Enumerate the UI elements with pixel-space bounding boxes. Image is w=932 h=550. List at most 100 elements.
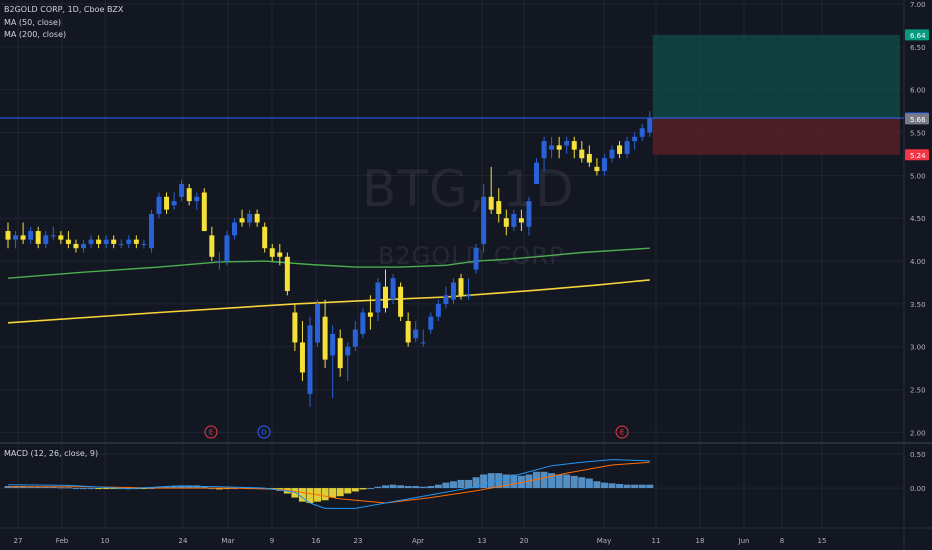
date-tick: 10 xyxy=(101,537,110,545)
macd-bar xyxy=(457,479,465,489)
date-tick: 13 xyxy=(478,537,487,545)
date-tick: Jun xyxy=(738,537,750,545)
macd-bar xyxy=(517,475,525,489)
date-tick: 27 xyxy=(14,537,23,545)
candle xyxy=(458,278,464,296)
candle xyxy=(186,188,192,202)
candle xyxy=(617,145,623,154)
candle xyxy=(50,235,56,237)
price-tick: 6.00 xyxy=(910,87,926,95)
macd-bar xyxy=(306,488,314,503)
macd-bar xyxy=(64,487,72,489)
candle xyxy=(488,196,494,210)
macd-bar xyxy=(638,484,646,489)
candle xyxy=(322,316,328,360)
macd-bar xyxy=(570,475,578,489)
candle xyxy=(232,222,237,236)
candle xyxy=(428,316,434,330)
price-badge-label: 5.66 xyxy=(910,116,926,124)
event-circle xyxy=(204,425,218,439)
event-label: E xyxy=(209,429,213,437)
candle xyxy=(247,213,253,223)
macd-bar xyxy=(487,473,495,489)
macd-bar xyxy=(397,485,405,489)
candle xyxy=(639,128,645,137)
macd-bar xyxy=(49,486,57,489)
candle xyxy=(481,196,487,244)
macd-bar xyxy=(147,488,155,490)
macd-bar xyxy=(140,488,148,490)
candle xyxy=(450,282,456,300)
candle xyxy=(65,239,71,244)
watermark-name: B2GOLD CORP xyxy=(378,242,565,270)
price-badge: 6.64 xyxy=(905,29,929,41)
time-axis: 27 Feb 10 24 Mar 9 16 23 Apr 13 20 May 11 18 Jun 8 15 xyxy=(14,537,827,545)
macd-bar xyxy=(472,477,480,489)
macd-bar xyxy=(578,477,586,489)
candle xyxy=(5,231,11,240)
candle xyxy=(571,141,577,150)
candle xyxy=(466,295,472,297)
candle xyxy=(413,329,419,339)
price-badge-label: 6.64 xyxy=(910,32,926,40)
legend-macd[interactable]: MACD (12, 26, close, 9) xyxy=(4,449,99,458)
candle xyxy=(58,235,64,240)
candle xyxy=(586,153,592,163)
legend-ma50[interactable]: MA (50, close) xyxy=(4,18,62,27)
candle xyxy=(133,239,139,244)
price-tick: 3.50 xyxy=(910,301,926,309)
macd-bar xyxy=(510,474,518,489)
candle xyxy=(269,248,275,257)
candle xyxy=(156,196,162,214)
macd-bar xyxy=(57,487,65,489)
macd-bar xyxy=(540,471,548,489)
macd-bar xyxy=(449,481,457,489)
macd-bar xyxy=(412,486,420,489)
macd-bar xyxy=(434,484,442,489)
macd-tick: 0.50 xyxy=(910,451,926,459)
candle xyxy=(111,239,117,244)
macd-bar xyxy=(600,482,608,489)
candle xyxy=(292,312,298,343)
macd-bar xyxy=(178,485,186,489)
macd-bar xyxy=(502,474,510,489)
event-circle xyxy=(257,425,271,439)
event-label: E xyxy=(620,429,624,437)
macd-bar xyxy=(336,488,344,497)
candle xyxy=(632,136,638,142)
date-tick: Mar xyxy=(221,537,234,545)
price-badge: 5.66 xyxy=(905,113,929,125)
macd-bar xyxy=(200,486,208,489)
candle xyxy=(337,338,343,369)
candle xyxy=(435,303,441,317)
macd-bar xyxy=(359,488,367,490)
candle xyxy=(81,243,86,249)
legend-symbol[interactable]: B2GOLD CORP, 1D, Cboe BZX xyxy=(4,5,124,14)
candle xyxy=(367,312,373,317)
date-tick: 16 xyxy=(312,537,321,545)
macd-bar xyxy=(404,486,412,489)
candle xyxy=(43,235,49,244)
ma50-line xyxy=(7,247,650,279)
macd-bar xyxy=(72,488,80,490)
candle xyxy=(443,295,449,304)
candle xyxy=(171,201,177,206)
candle xyxy=(201,192,207,232)
candle xyxy=(541,141,547,159)
date-tick: 24 xyxy=(179,537,188,545)
candle xyxy=(88,239,94,244)
candle xyxy=(375,282,381,313)
macd-bar xyxy=(623,484,631,489)
date-tick: May xyxy=(597,537,611,545)
macd-line xyxy=(7,459,650,509)
macd-tick: 0.00 xyxy=(910,485,926,493)
candle xyxy=(141,243,147,245)
candle xyxy=(103,239,109,244)
legend-ma200[interactable]: MA (200, close) xyxy=(4,30,67,39)
macd-bar xyxy=(593,481,601,489)
candle xyxy=(96,239,102,244)
candle xyxy=(609,149,615,159)
date-tick: 8 xyxy=(780,537,784,545)
